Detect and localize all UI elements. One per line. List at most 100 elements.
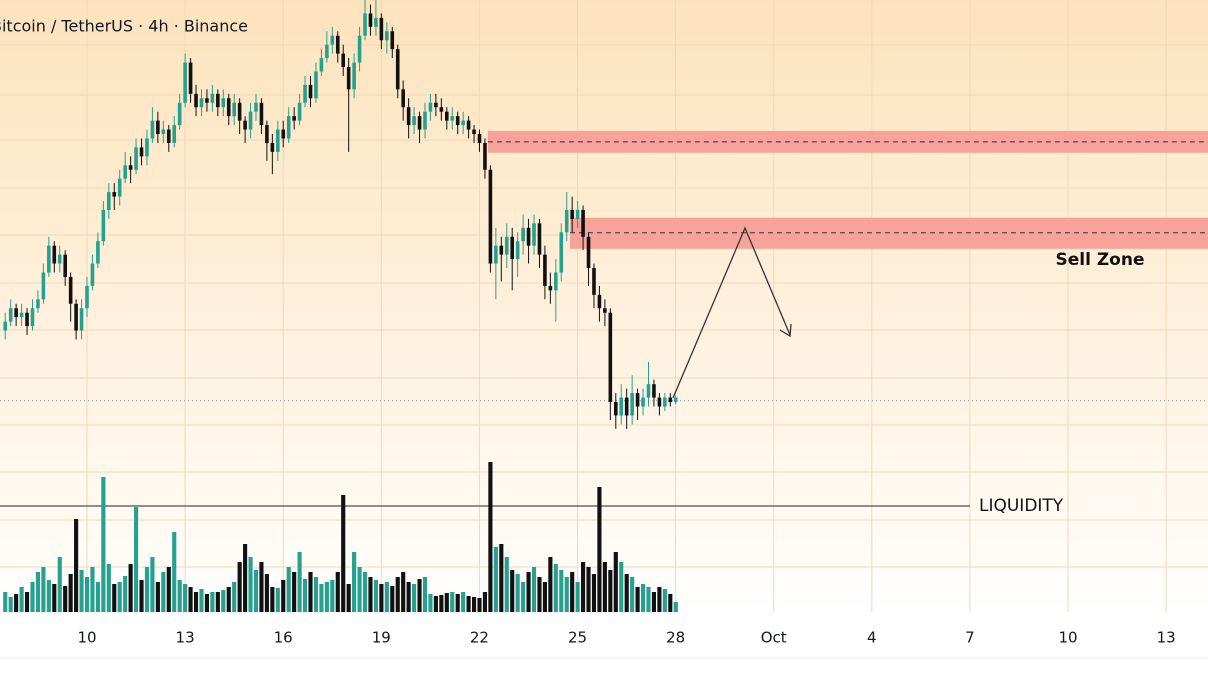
volume-bar	[106, 564, 111, 612]
candle-body	[265, 125, 269, 143]
candle-body	[276, 129, 280, 152]
candle-body	[548, 285, 553, 291]
volume-bar	[199, 589, 204, 612]
candle-body	[330, 35, 335, 45]
candle-body	[592, 268, 596, 295]
candle-body	[341, 53, 346, 68]
volume-bar	[521, 582, 526, 612]
volume-bar	[188, 587, 193, 612]
candle-body	[586, 236, 591, 269]
candle-body	[515, 241, 520, 260]
candle-body	[444, 111, 449, 121]
candle-body	[434, 102, 438, 108]
volume-bar	[657, 587, 662, 612]
volume-bar	[259, 562, 264, 612]
candle-body	[619, 397, 624, 416]
candle-body	[461, 120, 465, 126]
x-tick-label: 13	[176, 629, 195, 647]
candle-body	[663, 397, 667, 407]
volume-bar	[673, 602, 678, 612]
volume-bar	[161, 572, 166, 612]
volume-bar	[14, 594, 19, 612]
volume-bar	[95, 582, 100, 612]
candle-body	[510, 236, 515, 260]
projection-arrow	[672, 226, 791, 399]
sell-zone	[569, 217, 1208, 249]
volume-bar	[101, 477, 106, 612]
volume-bar	[117, 582, 122, 612]
candle-body	[248, 111, 253, 130]
volume-bar	[204, 594, 210, 612]
volume-bar	[651, 592, 657, 612]
candle-body	[292, 116, 296, 121]
volume-bar	[395, 577, 400, 612]
volume-bar	[313, 577, 319, 612]
candle-body	[96, 241, 100, 264]
volume-bar	[8, 597, 13, 612]
candle-body	[401, 89, 405, 108]
volume-bar	[401, 572, 406, 612]
volume-bar	[215, 592, 220, 612]
volume-bar	[346, 584, 351, 612]
volume-bar	[635, 587, 640, 612]
candle-body	[85, 285, 89, 309]
arrow-head	[779, 323, 792, 338]
candle-body	[57, 254, 62, 264]
candle-body	[52, 245, 57, 264]
volume-bar	[63, 586, 68, 612]
candle-body	[79, 308, 84, 331]
candle-body	[357, 35, 362, 63]
volume-bar	[144, 567, 150, 612]
candle-body	[494, 245, 498, 264]
volume-bar	[128, 564, 133, 612]
candle-body	[3, 321, 8, 331]
candle-body	[488, 169, 493, 264]
candle-body	[205, 98, 209, 103]
candle-body	[374, 17, 378, 27]
candle-body	[379, 17, 384, 41]
volume-bar	[302, 579, 308, 612]
volume-bar	[646, 587, 651, 612]
candle-body	[221, 98, 226, 108]
candle-body	[314, 71, 318, 99]
volume-bar	[477, 598, 482, 612]
zone-label: Sell Zone	[1056, 250, 1145, 270]
candle-body	[297, 102, 302, 121]
volume-bar	[362, 572, 368, 612]
candle-body	[117, 178, 122, 197]
candle-body	[335, 35, 340, 54]
x-tick-label: 13	[1157, 629, 1176, 647]
volume-bar	[526, 572, 531, 612]
volume-bar	[79, 570, 84, 612]
volume-bar	[3, 592, 8, 612]
volume-bar	[499, 544, 504, 612]
candle-body	[417, 116, 422, 130]
x-tick-label: 7	[965, 629, 975, 647]
volume-bar	[384, 582, 389, 612]
candle-body	[259, 102, 264, 126]
volume-bar	[630, 577, 635, 612]
volume-bar	[19, 587, 24, 612]
volume-bar	[150, 557, 155, 612]
volume-bar	[515, 574, 520, 612]
candle-body	[406, 107, 411, 126]
volume-bar	[270, 587, 275, 612]
volume-bar	[466, 596, 471, 612]
candle-body	[194, 93, 198, 108]
candle-body	[150, 120, 155, 139]
candle-body	[630, 393, 634, 416]
volume-bar	[166, 567, 171, 612]
volume-bar	[352, 552, 357, 612]
volume-bar	[548, 557, 553, 612]
x-tick-label: 10	[77, 629, 96, 647]
candle-body	[308, 84, 313, 99]
candle-body	[673, 397, 678, 403]
candle-body	[346, 67, 351, 90]
candle-body	[575, 209, 580, 219]
candle-body	[390, 31, 395, 50]
volume-bar	[450, 592, 455, 612]
volume-bar	[221, 590, 226, 612]
volume-bar	[57, 557, 62, 612]
volume-bar	[493, 547, 498, 612]
